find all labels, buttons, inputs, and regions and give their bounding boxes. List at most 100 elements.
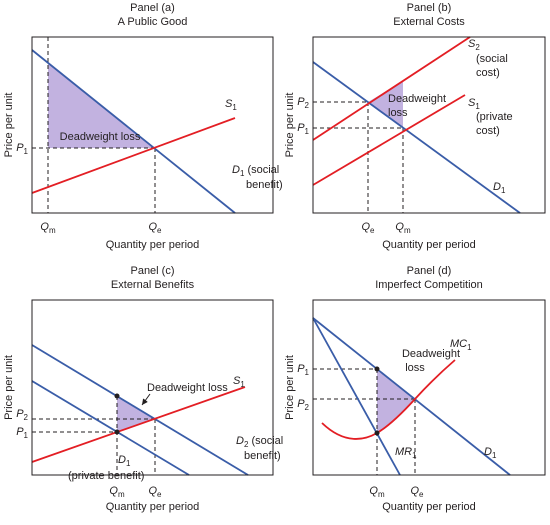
curve-label: S1 bbox=[225, 98, 237, 112]
label-text: D bbox=[232, 164, 240, 176]
label-text: D bbox=[236, 435, 244, 447]
label-text: S bbox=[233, 375, 241, 387]
label-subscript: 2 bbox=[244, 440, 249, 449]
label-text: benefit) bbox=[244, 450, 281, 462]
curve-label: Qm bbox=[40, 221, 56, 235]
label-text: cost) bbox=[476, 67, 500, 79]
curve-label: P1 bbox=[16, 426, 28, 440]
curve-label: Qe bbox=[410, 485, 424, 499]
label-text: Q bbox=[40, 221, 49, 233]
x-axis-title: Quantity per period bbox=[382, 239, 476, 251]
label-text: P bbox=[16, 426, 24, 438]
y-axis-title: Price per unit bbox=[284, 355, 296, 420]
label-text: S bbox=[225, 98, 233, 110]
curve-label: D1 bbox=[493, 181, 506, 195]
label-text: Q bbox=[369, 485, 378, 497]
deadweight-area bbox=[368, 81, 403, 128]
label-text: P bbox=[16, 408, 24, 420]
label-text: benefit) bbox=[246, 179, 283, 191]
plot-frame bbox=[312, 36, 546, 214]
x-axis-title: Quantity per period bbox=[382, 501, 476, 513]
panel-title: A Public Good bbox=[118, 16, 188, 28]
curve-label: Qe bbox=[148, 485, 162, 499]
label-subscript: 2 bbox=[305, 101, 310, 110]
label-subscript: m bbox=[118, 490, 125, 499]
label-text: MC bbox=[450, 338, 467, 350]
deadweight-area bbox=[117, 396, 155, 432]
curve bbox=[312, 317, 511, 476]
label-text: Deadweight loss bbox=[147, 382, 228, 394]
label-suffix: (social bbox=[244, 164, 279, 176]
curve bbox=[31, 49, 236, 214]
label-text: P bbox=[297, 363, 305, 375]
curve-label: (private bbox=[476, 111, 513, 123]
curve bbox=[312, 61, 521, 214]
curve-label: D1 bbox=[118, 454, 131, 468]
label-text: Deadweight loss bbox=[60, 131, 141, 143]
curve-label: cost) bbox=[476, 67, 500, 79]
label-text: Q bbox=[361, 221, 370, 233]
point bbox=[374, 366, 380, 372]
point bbox=[114, 393, 120, 399]
label-subscript: e bbox=[157, 490, 162, 499]
label-subscript: 1 bbox=[126, 459, 131, 468]
y-axis-title: Price per unit bbox=[284, 93, 296, 158]
label-text: S bbox=[468, 38, 476, 50]
curve-label: cost) bbox=[476, 125, 500, 137]
panel-heading: Panel (d) bbox=[407, 265, 452, 277]
curve-label: Qm bbox=[395, 221, 411, 235]
panel-heading: Panel (c) bbox=[130, 265, 174, 277]
label-subscript: 1 bbox=[232, 103, 237, 112]
label-subscript: 1 bbox=[475, 102, 480, 111]
label-text: P bbox=[297, 398, 305, 410]
curve bbox=[312, 36, 471, 141]
label-subscript: e bbox=[370, 226, 375, 235]
y-axis-title: Price per unit bbox=[3, 355, 15, 420]
panel-title: External Benefits bbox=[111, 279, 195, 291]
label-subscript: 1 bbox=[492, 451, 497, 460]
label-subscript: 1 bbox=[412, 451, 417, 460]
label-subscript: 2 bbox=[475, 43, 480, 52]
label-subscript: 1 bbox=[240, 380, 245, 389]
label-subscript: m bbox=[404, 226, 411, 235]
curve-label: benefit) bbox=[244, 450, 281, 462]
curve-label: P1 bbox=[297, 363, 309, 377]
curve-label: S1 bbox=[468, 97, 480, 111]
label-text: Q bbox=[148, 485, 157, 497]
label-text: S bbox=[468, 97, 476, 109]
curve bbox=[312, 317, 401, 476]
label-text: loss bbox=[388, 107, 408, 119]
label-text: P bbox=[297, 122, 305, 134]
curve-label: MC1 bbox=[450, 338, 472, 352]
label-text: Q bbox=[410, 485, 419, 497]
curve-label: S1 bbox=[233, 375, 245, 389]
label-subscript: m bbox=[49, 226, 56, 235]
point bbox=[374, 430, 380, 436]
curve-label: D2 (social bbox=[236, 435, 283, 449]
curve-label: MR1 bbox=[395, 446, 417, 460]
curve-label: P1 bbox=[16, 142, 28, 156]
curve-label: Deadweight loss bbox=[60, 131, 141, 143]
label-text: Q bbox=[109, 485, 118, 497]
curve-label: D1 (social bbox=[232, 164, 279, 178]
panel-title: Imperfect Competition bbox=[375, 279, 483, 291]
curve-label: Deadweight loss bbox=[147, 382, 228, 394]
curve bbox=[31, 117, 236, 194]
curve-label: (social bbox=[476, 53, 508, 65]
label-suffix: (social bbox=[248, 435, 283, 447]
label-text: Deadweight bbox=[388, 93, 446, 105]
label-subscript: 1 bbox=[305, 127, 310, 136]
curve-label: D1 bbox=[484, 446, 497, 460]
curve bbox=[312, 94, 466, 186]
label-text: P bbox=[16, 142, 24, 154]
curve bbox=[321, 359, 456, 440]
label-subscript: 1 bbox=[24, 431, 29, 440]
label-text: MR bbox=[395, 446, 412, 458]
label-text: (private bbox=[476, 111, 513, 123]
curve bbox=[31, 386, 246, 463]
y-axis-title: Price per unit bbox=[3, 93, 15, 158]
x-axis-title: Quantity per period bbox=[106, 239, 200, 251]
curve-label: P1 bbox=[297, 122, 309, 136]
label-subscript: 1 bbox=[24, 147, 29, 156]
